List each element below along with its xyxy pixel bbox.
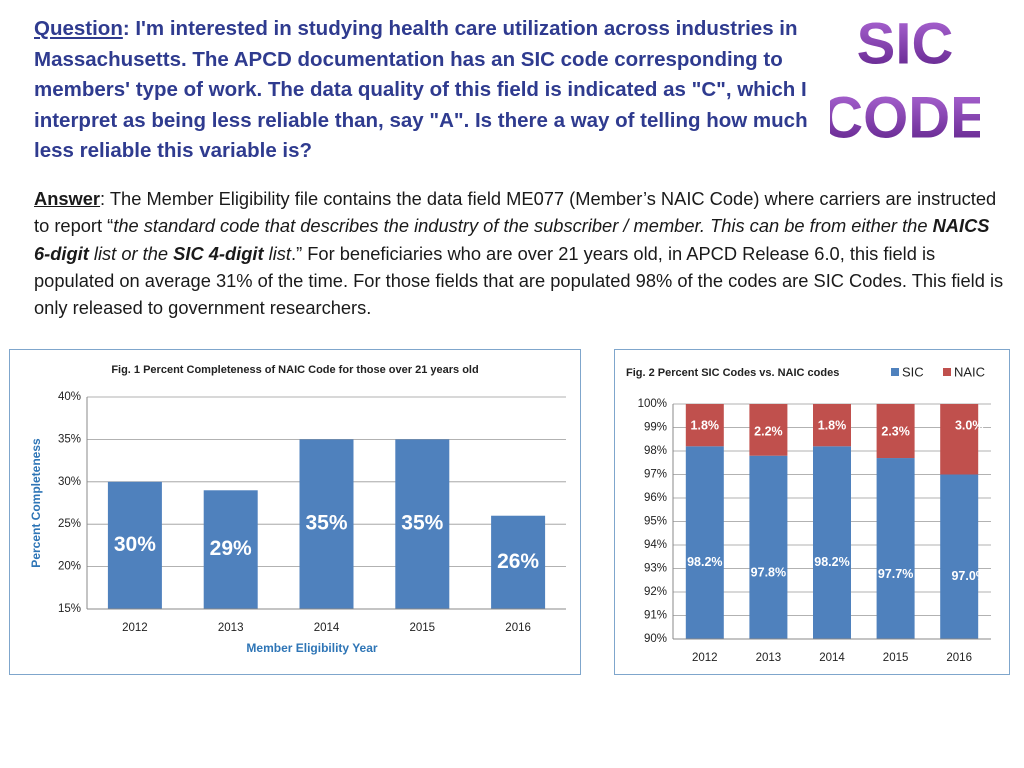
value-label: 1.8% (818, 418, 847, 432)
legend-label: SIC (902, 364, 924, 379)
y-tick-label: 20% (58, 561, 81, 573)
question: Question: I'm interested in studying hea… (34, 14, 824, 167)
answer-run: : The Member Eligibility file contains t… (34, 188, 997, 237)
bar-segment (749, 404, 788, 456)
x-tick-label: 2015 (883, 652, 909, 664)
bar (395, 439, 450, 609)
logo: SIC CODE (830, 11, 980, 150)
bar (299, 439, 354, 609)
bar-segment (876, 458, 915, 639)
bar-segment (940, 474, 979, 639)
value-label: 97.0% (951, 569, 986, 583)
bar-segment (876, 404, 915, 459)
y-axis-label: Percent Completeness (29, 438, 43, 568)
legend-swatch (891, 368, 899, 376)
question-text: : I'm interested in studying health care… (34, 17, 808, 162)
chart-title: Fig. 2 Percent SIC Codes vs. NAIC codes (626, 367, 839, 379)
answer-run: .” For beneficiaries who are over 21 yea… (34, 242, 1004, 319)
value-label: 97.8% (751, 566, 786, 580)
value-label: 97.7% (878, 567, 913, 581)
legend-label: NAIC (954, 364, 985, 379)
chart-title: Fig. 1 Percent Completeness of NAIC Code… (111, 364, 478, 376)
y-tick-label: 97% (644, 469, 667, 481)
x-axis-label: Member Eligibility Year (246, 641, 377, 655)
y-tick-label: 90% (644, 633, 667, 645)
answer: Answer: The Member Eligibility file cont… (34, 185, 1009, 321)
bar (107, 481, 162, 609)
bar-segment (749, 455, 788, 639)
y-tick-label: 99% (644, 422, 667, 434)
y-tick-label: 30% (58, 476, 81, 488)
bar (491, 515, 546, 609)
chart: Fig. 2 Percent SIC Codes vs. NAIC codes 9… (626, 364, 991, 664)
question-label: Question (34, 17, 123, 40)
y-tick-label: 40% (58, 391, 81, 403)
answer-run: SIC 4-digit (173, 242, 264, 264)
value-label: 1.8% (691, 418, 720, 432)
answer-run: Answer (34, 188, 101, 209)
value-label: 98.2% (687, 555, 722, 569)
value-label: 29% (210, 537, 252, 560)
x-tick-label: 2013 (756, 652, 782, 664)
x-tick-label: 2014 (819, 652, 845, 664)
value-label: 30% (114, 533, 156, 556)
bar-segment (685, 404, 724, 447)
chart: Fig. 1 Percent Completeness of NAIC Code… (29, 364, 566, 655)
chart-frame: Fig. 2 Percent SIC Codes vs. NAIC codes 9… (614, 349, 1010, 675)
x-tick-label: 2016 (505, 622, 531, 634)
legend-swatch (943, 368, 951, 376)
bar-segment (813, 404, 851, 447)
bar-segment (685, 446, 724, 639)
y-tick-label: 95% (644, 516, 667, 528)
answer-run: list or the (88, 242, 174, 264)
y-tick-label: 92% (644, 586, 667, 598)
value-label: 2.3% (881, 424, 910, 438)
value-label: 2.2% (754, 424, 783, 438)
chart-frame: Fig. 1 Percent Completeness of NAIC Code… (9, 349, 581, 675)
x-tick-label: 2012 (122, 622, 148, 634)
value-label: 26% (497, 550, 539, 573)
y-tick-label: 91% (644, 610, 667, 622)
bar-segment (813, 446, 851, 639)
y-tick-label: 94% (644, 539, 667, 551)
value-label: 98.2% (814, 555, 849, 569)
x-tick-label: 2013 (218, 622, 244, 634)
x-tick-label: 2012 (692, 652, 718, 664)
answer-run: the standard code that describes the ind… (113, 215, 933, 237)
y-tick-label: 98% (644, 445, 667, 457)
answer-run: NAICS 6-digit (34, 215, 990, 264)
bar (203, 490, 258, 609)
x-tick-label: 2014 (314, 622, 340, 634)
y-tick-label: 93% (644, 563, 667, 575)
value-label: 3.0% (955, 418, 984, 432)
y-tick-label: 100% (638, 398, 667, 410)
logo-line: CODE (830, 85, 980, 150)
value-label: 35% (401, 512, 443, 535)
y-tick-label: 25% (58, 518, 81, 530)
x-tick-label: 2016 (946, 652, 972, 664)
bar-segment (940, 404, 979, 475)
y-tick-label: 15% (58, 603, 81, 615)
x-tick-label: 2015 (410, 622, 436, 634)
value-label: 35% (305, 512, 347, 535)
y-tick-label: 96% (644, 492, 667, 504)
y-tick-label: 35% (58, 433, 81, 445)
logo-line: SIC (857, 11, 954, 76)
answer-run: list (263, 242, 291, 264)
